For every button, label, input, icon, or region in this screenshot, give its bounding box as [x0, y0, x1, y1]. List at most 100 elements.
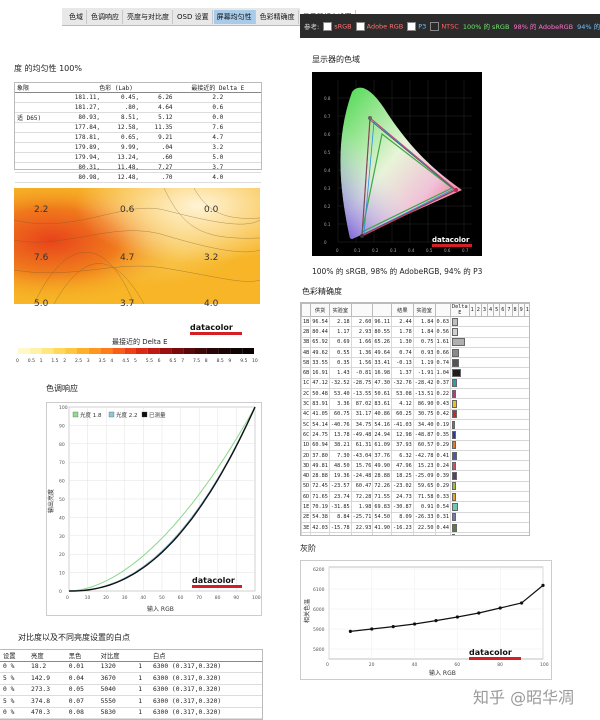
gamut-xtick: 0.6: [444, 248, 451, 253]
deltae-bar: [452, 410, 457, 419]
gray-chart-panel: 0 20 40 60 80 100 5800 5900 6000 6100 6200 datacol…: [300, 560, 552, 680]
deltae-bar: [452, 523, 458, 532]
contrast-cell: 0.05: [65, 684, 98, 696]
accuracy-row: 3E 42.03 -15.78 22.93 41.90 -16.23 22.50 0.44: [301, 521, 529, 534]
accuracy-row: 5D 72.45 -23.57 60.47 72.26 -23.02 59.65 0.29: [301, 480, 529, 493]
deltae-bar: [452, 430, 457, 439]
contrast-cell: 1: [135, 672, 150, 685]
uniformity-cell: .04: [141, 142, 175, 153]
accuracy-cell: 61.09: [372, 439, 392, 451]
uniformity-table: 象限 色彩 (Lab) 最接近的 Delta E 181.11, 0.45, 6.2…: [15, 83, 261, 183]
report-tab-3[interactable]: OSD 设置: [174, 9, 213, 24]
heat-label-9: 4.0: [204, 299, 219, 309]
deltae-bar: [452, 379, 457, 388]
scale-swatch: [242, 348, 254, 354]
accuracy-cell: 48.50: [328, 460, 352, 472]
gray-ylabel: 相关色温: [303, 599, 311, 623]
accuracy-cell: 0.35: [434, 429, 451, 441]
accuracy-cell: 37.76: [372, 449, 392, 462]
uniformity-row: 179.89, 9.99, .04 3.2: [15, 142, 261, 153]
gamut-ytick: 0: [324, 240, 327, 245]
accuracy-cell: 23.74: [328, 491, 352, 503]
scale-tick: 6: [158, 358, 161, 364]
report-tab-0[interactable]: 色域: [66, 9, 87, 24]
accuracy-cell: -30.87: [391, 501, 414, 513]
scale-tick: 7: [181, 358, 184, 364]
deltae-bar: [452, 461, 456, 470]
accuracy-cell: 0.29: [434, 480, 451, 493]
accuracy-cell: 0.31: [434, 511, 451, 523]
gamma-ylabel: 输出亮度: [47, 489, 55, 513]
accuracy-cell: 0.63: [434, 315, 451, 328]
accuracy-row: 1D 60.94 38.21 61.31 61.09 37.93 60.57 0.29: [301, 439, 529, 451]
accuracy-cell: 1D: [301, 439, 312, 451]
accuracy-cell: 2.18: [328, 315, 352, 328]
gray-point: [348, 629, 352, 633]
accuracy-cell: 71.65: [310, 491, 330, 503]
accuracy-cell: 1.84: [412, 315, 436, 328]
report-tab-4[interactable]: 屏幕均匀性: [213, 9, 256, 24]
accuracy-cell: 65.26: [372, 336, 392, 348]
accuracy-cell: -23.57: [328, 480, 352, 493]
adobergb-coverage: 98% 的 AdobeRGB: [513, 23, 574, 31]
gamut-ytick: 0.8: [324, 96, 331, 101]
report-tab-2[interactable]: 亮度与对比度: [124, 9, 173, 24]
contrast-cell: 6300 (0.317,0.320): [149, 661, 262, 673]
ref-srgb-checkbox[interactable]: sRGB: [323, 21, 352, 31]
scale-swatch: [77, 348, 89, 354]
heatmap-brand-logo: datacolor: [190, 323, 233, 332]
uniformity-cell: 3.7: [174, 162, 261, 173]
gray-point: [455, 615, 459, 619]
accuracy-cell: 1.04: [434, 367, 451, 379]
accuracy-cell: 2E: [301, 511, 312, 523]
gamut-xtick: 0.3: [390, 248, 397, 253]
accuracy-cell: 5D: [301, 480, 312, 493]
accuracy-cell: 6D: [301, 491, 312, 503]
accuracy-cell: 16.98: [372, 367, 392, 379]
accuracy-row: 4B 49.62 0.55 1.36 49.64 0.74 0.93 0.66: [301, 346, 529, 359]
accuracy-cell: 2C: [301, 388, 312, 400]
accuracy-cell: 1.78: [391, 326, 414, 338]
accuracy-row: 6D 71.65 23.74 72.28 71.55 24.73 71.58 0.33: [301, 491, 529, 503]
scale-swatch: [124, 348, 136, 354]
accuracy-row: 2C 50.48 53.40 -13.55 50.61 53.08 -13.51 0.22: [301, 388, 529, 400]
gamma-ytick: 100: [59, 405, 68, 411]
accuracy-cell: 83.61: [372, 398, 392, 410]
gray-xtick: 80: [497, 662, 503, 668]
report-tab-1[interactable]: 色调响应: [88, 9, 123, 24]
deltae-bar: [452, 502, 458, 511]
ref-ntsc-checkbox[interactable]: NTSC: [430, 21, 459, 31]
ref-p3-checkbox[interactable]: P3: [407, 21, 426, 31]
contrast-row: 0 % 18.2 0.01 1320 1 6300 (0.317,0.320): [0, 661, 262, 673]
deltae-bar-cell: [450, 460, 529, 472]
uniformity-row: 80.31, 11.48, 7.27 3.7: [15, 162, 261, 173]
gamma-ytick: 90: [59, 423, 65, 429]
gamma-xtick: 10: [85, 595, 91, 601]
gamma-xtick: 90: [233, 595, 239, 601]
scale-tick: 5.5: [146, 358, 153, 364]
accuracy-cell: 33.55: [310, 357, 330, 369]
ref-adobergb-checkbox[interactable]: Adobe RGB: [355, 21, 403, 31]
deltae-bar: [452, 338, 466, 347]
uniformity-cell: [15, 102, 58, 113]
accuracy-cell: 96.11: [372, 315, 392, 328]
accuracy-cell: -23.08: [350, 532, 374, 535]
accuracy-cell: 3E: [301, 521, 312, 534]
accuracy-col: [372, 303, 392, 317]
contrast-row: 0 % 470.3 0.08 5830 1 6300 (0.317,0.320): [0, 707, 262, 719]
accuracy-col: 实验室: [412, 303, 436, 317]
accuracy-cell: 59.65: [412, 480, 436, 493]
report-tab-5[interactable]: 色彩精确度: [257, 9, 299, 24]
accuracy-cell: 6C: [301, 429, 312, 441]
contrast-col: 亮度: [28, 650, 66, 662]
accuracy-cell: 60.75: [328, 408, 352, 420]
accuracy-cell: 22.50: [412, 521, 436, 534]
gamma-xtick: 80: [215, 595, 221, 601]
accuracy-cell: 1.61: [434, 336, 451, 348]
uniformity-cell: 11.48,: [102, 162, 142, 173]
gray-ytick: 6100: [313, 587, 325, 593]
accuracy-col: 结果: [391, 303, 414, 317]
accuracy-cell: 7.30: [328, 449, 352, 462]
gray-brand-logo: datacolor: [469, 648, 512, 657]
accuracy-cell: 54.16: [372, 418, 392, 431]
